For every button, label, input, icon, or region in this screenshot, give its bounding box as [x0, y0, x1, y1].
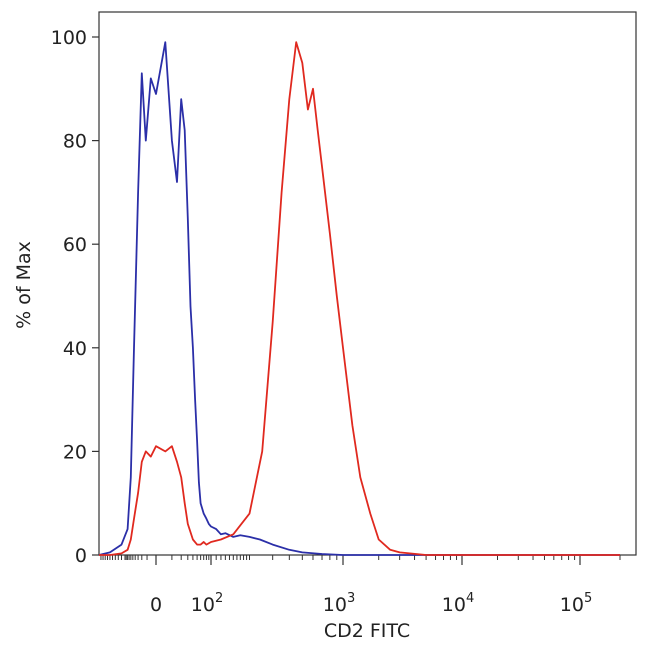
y-tick-label: 0	[75, 545, 87, 567]
series-layer	[98, 41, 620, 556]
series-line-blue	[98, 41, 620, 556]
y-axis-title: % of Max	[13, 241, 35, 329]
y-tick-label: 40	[63, 338, 87, 360]
y-tick-label: 80	[63, 131, 87, 153]
x-tick-label: 104	[442, 591, 474, 616]
x-tick-label: 102	[191, 591, 223, 616]
y-axis: 0 20 40 60 80 100	[51, 27, 99, 567]
y-tick-label: 60	[63, 234, 87, 256]
x-axis-title: CD2 FITC	[324, 620, 410, 642]
y-tick-label: 100	[51, 27, 87, 49]
x-tick-label: 103	[323, 591, 355, 616]
x-tick-label: 105	[560, 591, 592, 616]
plot-frame	[98, 11, 637, 556]
x-tick-label: 0	[150, 594, 162, 616]
y-tick-label: 20	[63, 441, 87, 463]
series-line-red	[99, 41, 620, 556]
x-axis: 0 102 103 104 105	[100, 555, 621, 616]
